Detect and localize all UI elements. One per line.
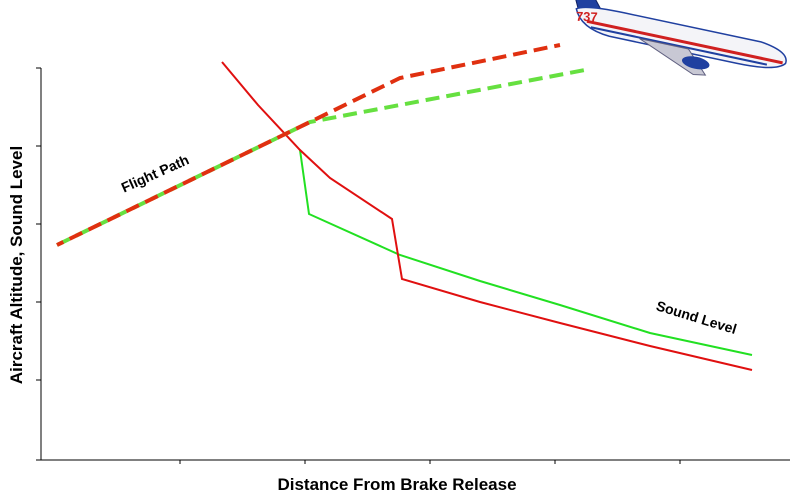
flight-path-label: Flight Path: [119, 151, 192, 195]
airplane-stripe: [586, 19, 783, 65]
airplane-engine: [681, 56, 710, 70]
axes: [36, 67, 790, 464]
airplane-model: 737: [576, 9, 598, 25]
x-axis-label: Distance From Brake Release: [277, 475, 516, 494]
airplane-stripe-blue: [590, 26, 768, 66]
flight-path-green: [56, 68, 586, 247]
sound-level-label: Sound Level: [654, 297, 738, 337]
y-axis-label: Aircraft Altitude, Sound Level: [7, 146, 26, 384]
airplane: 737: [569, 0, 787, 76]
sound-line-green: [299, 149, 753, 356]
flight-path-red: [56, 43, 561, 247]
sound-line-red: [221, 61, 753, 371]
